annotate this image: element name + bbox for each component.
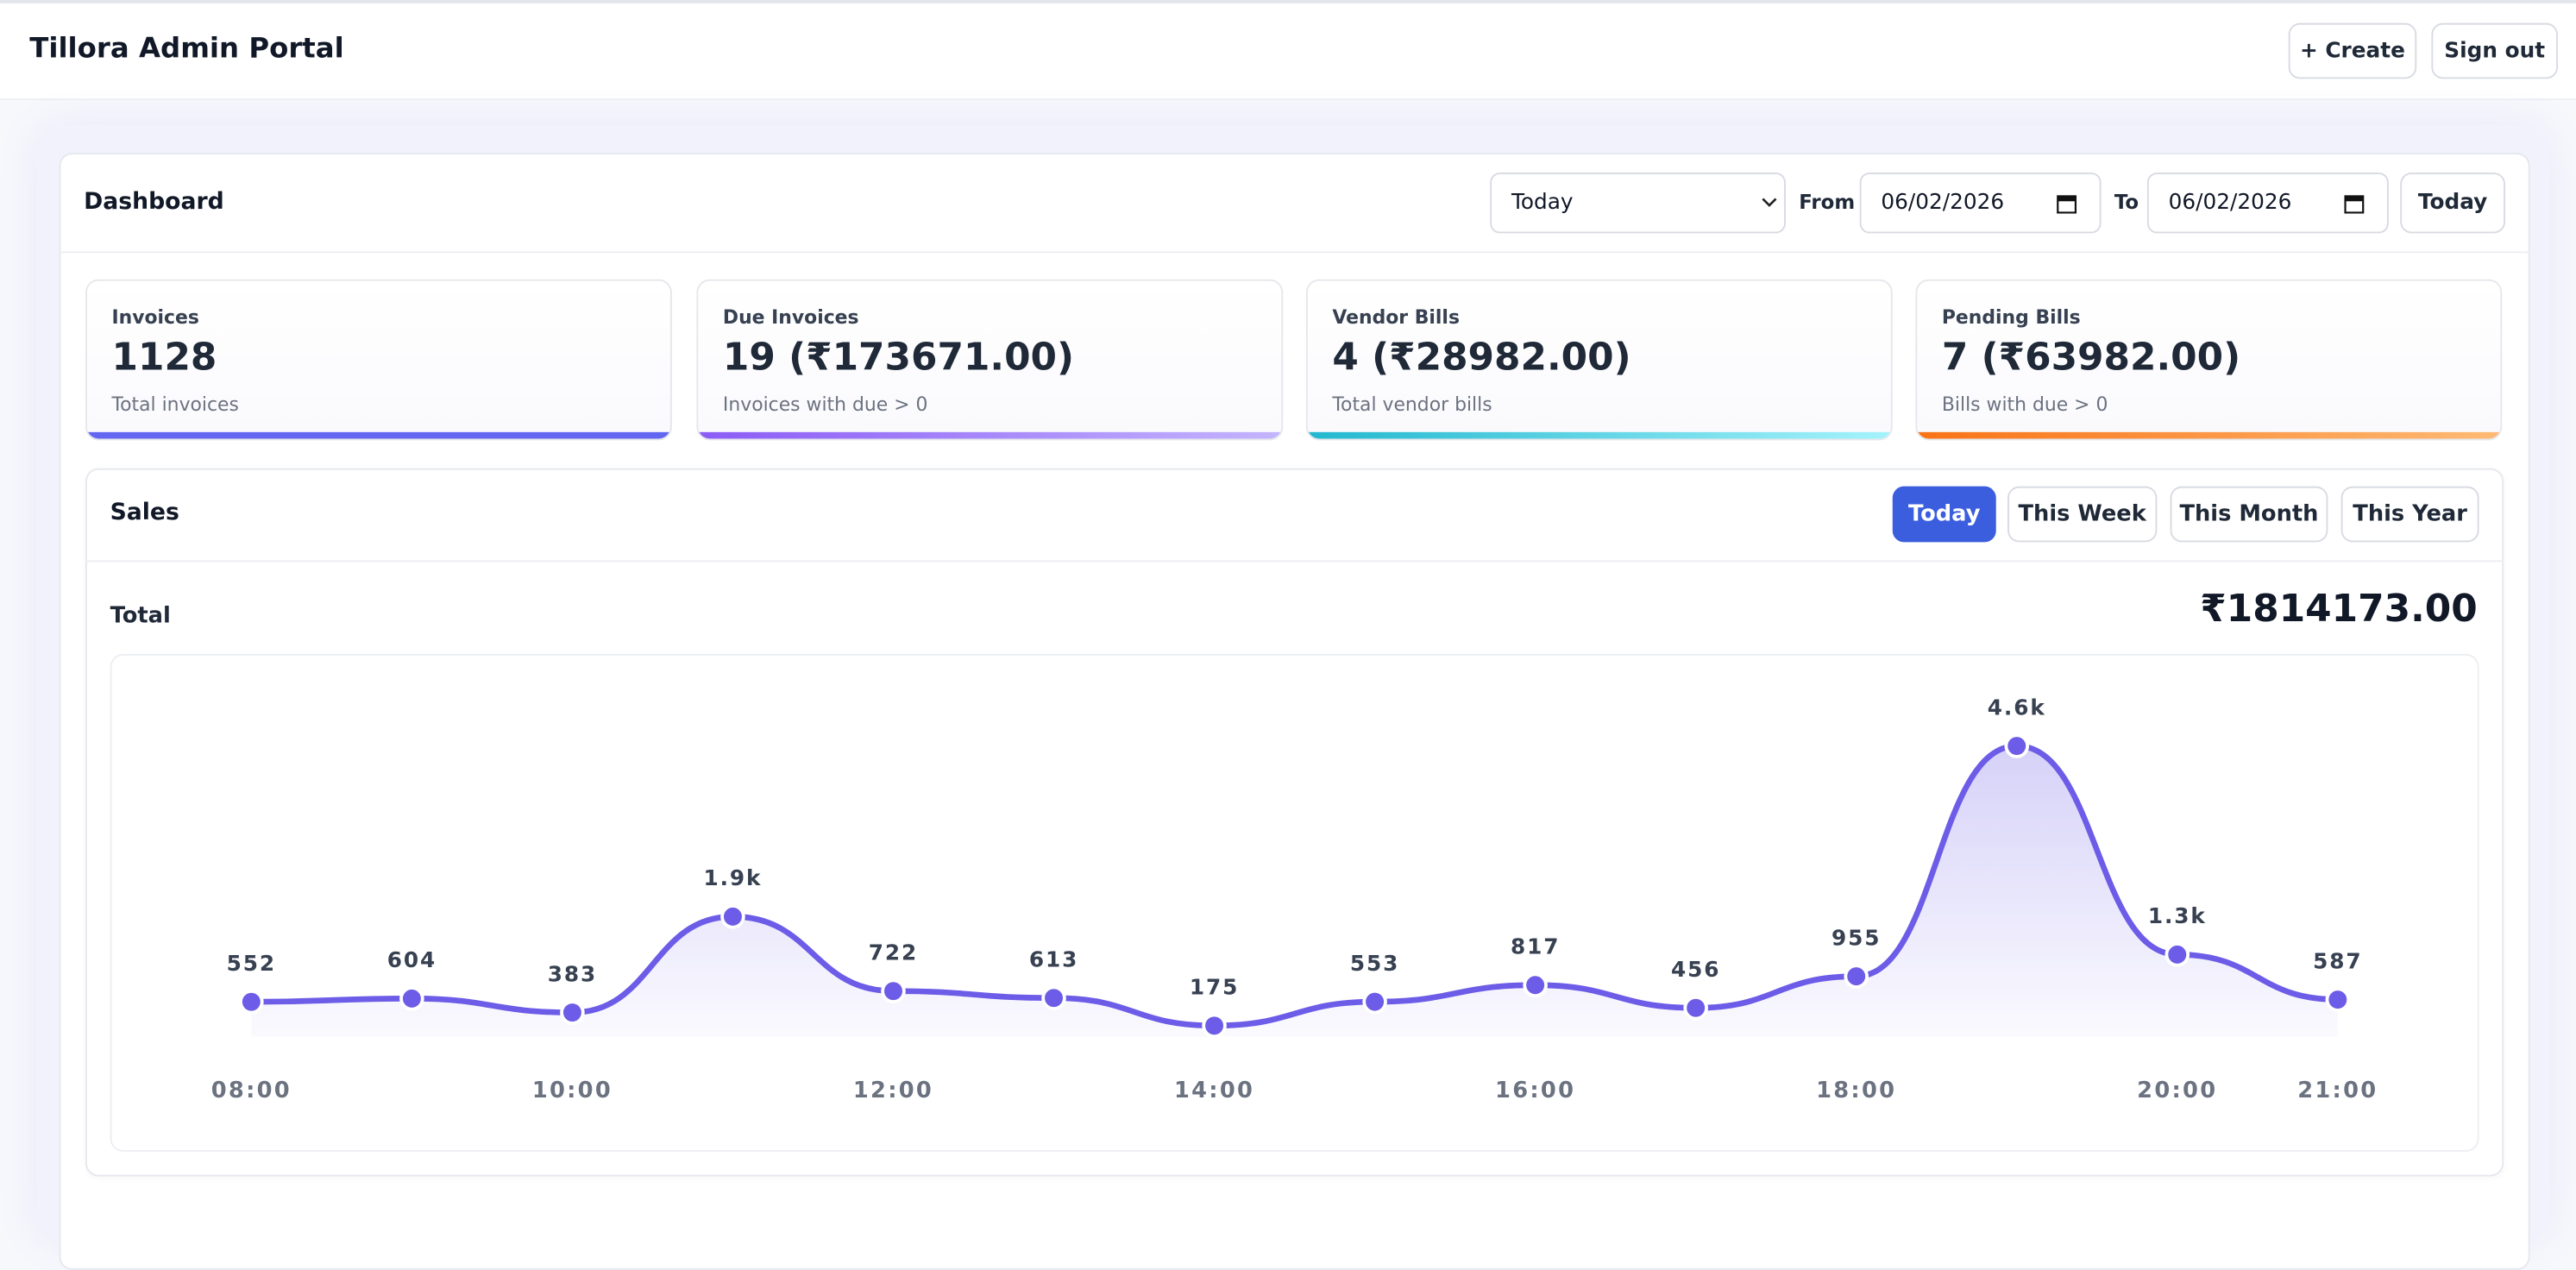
- point: [401, 988, 423, 1009]
- x-tick-label: 18:00: [1816, 1078, 1896, 1103]
- value-label: 383: [548, 961, 597, 986]
- point: [2006, 735, 2027, 757]
- value-label: 613: [1029, 947, 1078, 972]
- point: [2327, 989, 2348, 1010]
- point: [722, 906, 744, 927]
- value-label: 552: [227, 951, 276, 976]
- x-tick-label: 16:00: [1495, 1078, 1575, 1103]
- value-label: 1.9k: [704, 865, 763, 890]
- point: [883, 980, 904, 1002]
- point: [1043, 987, 1065, 1009]
- value-label: 456: [1671, 957, 1720, 982]
- point: [1685, 997, 1706, 1019]
- point: [1203, 1015, 1225, 1036]
- area: [251, 746, 2337, 1037]
- point: [1524, 974, 1546, 996]
- value-label: 175: [1190, 975, 1239, 1000]
- value-label: 817: [1511, 934, 1560, 959]
- x-tick-label: 21:00: [2297, 1078, 2378, 1103]
- x-tick-label: 10:00: [532, 1078, 613, 1103]
- value-label: 587: [2313, 948, 2362, 973]
- point: [562, 1002, 583, 1023]
- value-label: 722: [869, 940, 918, 965]
- x-tick-label: 20:00: [2137, 1078, 2217, 1103]
- value-label: 955: [1831, 925, 1881, 950]
- x-tick-label: 12:00: [853, 1078, 933, 1103]
- point: [1364, 991, 1385, 1013]
- chart: 552 604 383 1.9k 722 613 175 553 817 456 955 4.6k 1.…: [0, 0, 2576, 1206]
- point: [1845, 965, 1867, 987]
- x-tick-label: 14:00: [1174, 1078, 1254, 1103]
- point: [241, 991, 262, 1013]
- value-label: 4.6k: [1988, 695, 2046, 720]
- value-label: 553: [1350, 951, 1399, 976]
- value-label: 604: [387, 947, 437, 972]
- app: Tillora Admin Portal + Create Sign out D…: [0, 0, 2576, 1206]
- page: {"header":{"title":"Tillora Admin Portal…: [0, 0, 2576, 1206]
- value-label: 1.3k: [2148, 903, 2207, 928]
- point: [2166, 944, 2188, 965]
- x-tick-label: 08:00: [211, 1078, 292, 1103]
